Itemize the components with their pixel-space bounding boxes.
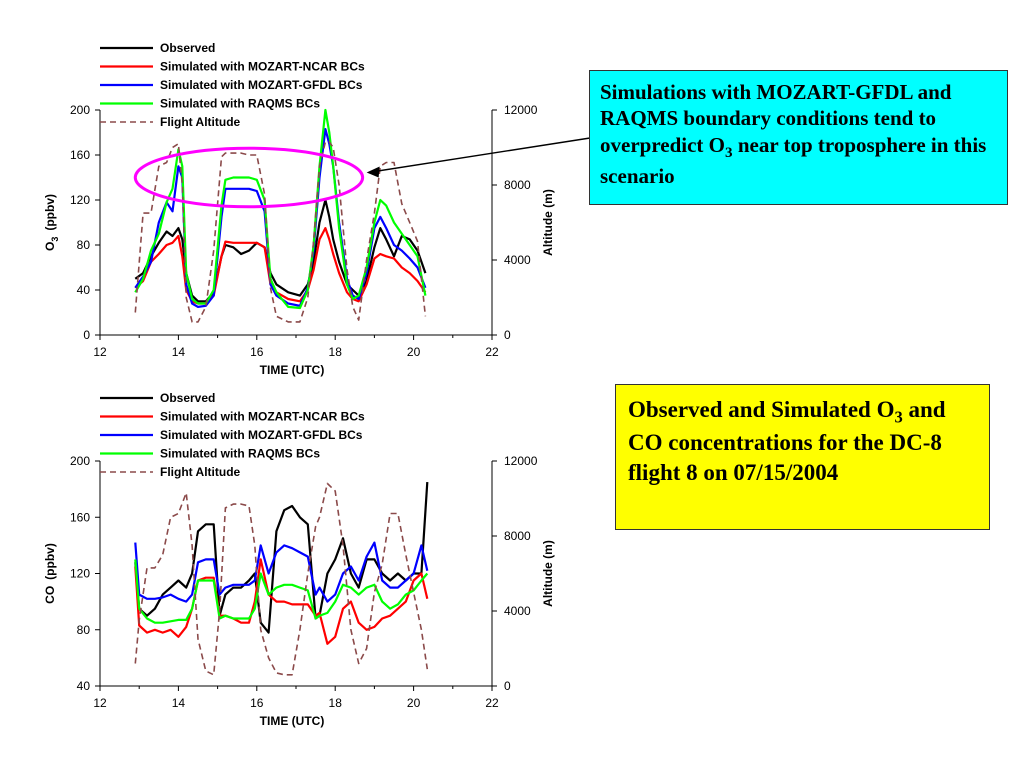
x-tick-label: 18 xyxy=(329,345,343,359)
highlight-ellipse xyxy=(133,146,365,209)
y-axis-label-unit: (ppbv) xyxy=(43,194,57,231)
arrow-line xyxy=(374,137,591,173)
y2-tick-label: 0 xyxy=(504,679,511,693)
y2-axis-label: Altitude (m) xyxy=(541,540,555,607)
legend-label: Observed xyxy=(160,41,215,55)
x-axis-label: TIME (UTC) xyxy=(260,363,325,377)
series-line-o3-3 xyxy=(134,108,427,310)
y-tick-label: 40 xyxy=(77,283,91,297)
y-axis-label-sub: 3 xyxy=(50,237,60,242)
annotation-cyan-text-2: near top troposphere in this scenario xyxy=(600,132,987,188)
y-tick-label: 0 xyxy=(83,328,90,342)
y2-tick-label: 8000 xyxy=(504,178,531,192)
x-tick-label: 14 xyxy=(172,345,186,359)
legend-label: Simulated with MOZART-GFDL BCs xyxy=(160,428,363,442)
x-tick-label: 20 xyxy=(407,345,421,359)
y-tick-label: 160 xyxy=(70,148,90,162)
x-tick-label: 12 xyxy=(93,345,107,359)
y-tick-label: 120 xyxy=(70,193,90,207)
y-axis-label-unit: (ppbv) xyxy=(43,543,57,580)
x-tick-label: 16 xyxy=(250,696,264,710)
y-axis-label-group: O3 (ppbv) xyxy=(43,194,60,251)
x-tick-label: 22 xyxy=(485,696,499,710)
annotation-cyan-sub: 3 xyxy=(725,144,733,161)
annotation-cyan-box: Simulations with MOZART-GFDL and RAQMS b… xyxy=(589,70,1008,205)
arrow-head xyxy=(366,166,380,178)
series-line-co-4 xyxy=(134,482,429,676)
y-tick-label: 200 xyxy=(70,103,90,117)
y-tick-label: 40 xyxy=(77,679,91,693)
annotation-yellow-sub: 3 xyxy=(894,407,903,427)
legend-label: Simulated with MOZART-GFDL BCs xyxy=(160,78,363,92)
x-tick-label: 18 xyxy=(329,696,343,710)
series-line-o3-0 xyxy=(134,198,427,303)
y2-tick-label: 12000 xyxy=(504,454,538,468)
y2-tick-label: 8000 xyxy=(504,529,531,543)
y-axis-label-group: CO (ppbv) xyxy=(43,543,57,604)
legend-label: Simulated with RAQMS BCs xyxy=(160,97,320,111)
legend-label: Observed xyxy=(160,391,215,405)
legend-label: Simulated with MOZART-NCAR BCs xyxy=(160,410,365,424)
x-tick-label: 16 xyxy=(250,345,264,359)
chart-o3: 12 14 16 18 20 22 0 40 80 120 160 200 0 4000 8000 12000… xyxy=(43,41,591,377)
annotation-yellow-box: Observed and Simulated O3 and CO concent… xyxy=(615,384,990,530)
y2-tick-label: 4000 xyxy=(504,253,531,267)
y-tick-label: 200 xyxy=(70,454,90,468)
legend-label: Simulated with MOZART-NCAR BCs xyxy=(160,60,365,74)
y-axis-label: CO (ppbv) xyxy=(43,543,57,604)
series-line-co-3 xyxy=(134,559,429,624)
y-tick-label: 80 xyxy=(77,623,91,637)
annotation-yellow-text-1: Observed and Simulated O xyxy=(628,397,895,422)
legend-label: Flight Altitude xyxy=(160,115,241,129)
series-line-co-0 xyxy=(134,482,429,634)
y-tick-label: 120 xyxy=(70,567,90,581)
series-line-o3-4 xyxy=(134,141,427,323)
series-line-co-2 xyxy=(134,541,429,603)
y2-tick-label: 0 xyxy=(504,328,511,342)
annotation-yellow-text-2: and CO concentrations for the DC-8 fligh… xyxy=(628,397,946,486)
legend-label: Flight Altitude xyxy=(160,465,241,479)
x-tick-label: 14 xyxy=(172,696,186,710)
y-axis-label-text: O xyxy=(43,242,57,251)
y2-tick-label: 4000 xyxy=(504,604,531,618)
y-axis-label: O3 (ppbv) xyxy=(43,194,60,251)
x-axis-label: TIME (UTC) xyxy=(260,714,325,728)
y-tick-label: 80 xyxy=(77,238,91,252)
y2-tick-label: 12000 xyxy=(504,103,538,117)
x-tick-label: 12 xyxy=(93,696,107,710)
x-tick-label: 22 xyxy=(485,345,499,359)
y-tick-label: 160 xyxy=(70,510,90,524)
x-tick-label: 20 xyxy=(407,696,421,710)
y2-axis-label: Altitude (m) xyxy=(541,189,555,256)
series-line-co-1 xyxy=(134,558,429,645)
series-line-o3-1 xyxy=(134,227,427,305)
y-axis-label-text: CO xyxy=(43,586,57,604)
annotation-cyan-text-1: Simulations with MOZART-GFDL and RAQMS b… xyxy=(600,80,952,157)
legend-label: Simulated with RAQMS BCs xyxy=(160,447,320,461)
chart-co: 12 14 16 18 20 22 40 80 120 160 200 0 4000 8000 12000 T… xyxy=(43,391,555,728)
